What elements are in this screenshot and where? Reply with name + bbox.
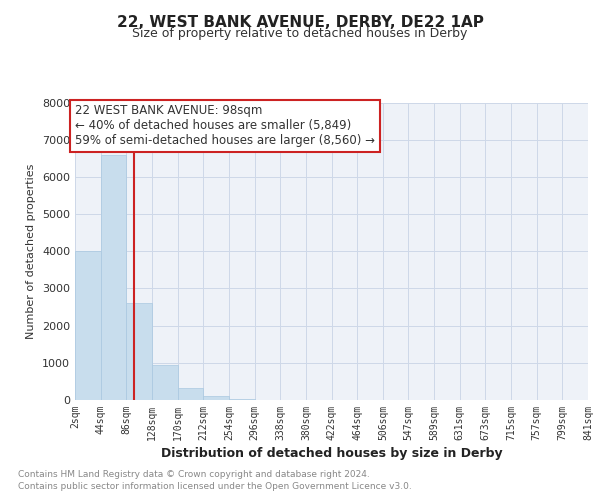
Text: 22, WEST BANK AVENUE, DERBY, DE22 1AP: 22, WEST BANK AVENUE, DERBY, DE22 1AP [116,15,484,30]
Bar [101,154,127,400]
Y-axis label: Number of detached properties: Number of detached properties [26,164,37,339]
Text: Contains public sector information licensed under the Open Government Licence v3: Contains public sector information licen… [18,482,412,491]
Text: Size of property relative to detached houses in Derby: Size of property relative to detached ho… [133,28,467,40]
Bar [152,364,178,400]
Bar [127,304,152,400]
Text: Contains HM Land Registry data © Crown copyright and database right 2024.: Contains HM Land Registry data © Crown c… [18,470,370,479]
X-axis label: Distribution of detached houses by size in Derby: Distribution of detached houses by size … [161,447,502,460]
Bar [75,252,101,400]
Bar [178,388,203,400]
Text: 22 WEST BANK AVENUE: 98sqm
← 40% of detached houses are smaller (5,849)
59% of s: 22 WEST BANK AVENUE: 98sqm ← 40% of deta… [75,104,375,148]
Bar [203,396,229,400]
Bar [229,398,255,400]
